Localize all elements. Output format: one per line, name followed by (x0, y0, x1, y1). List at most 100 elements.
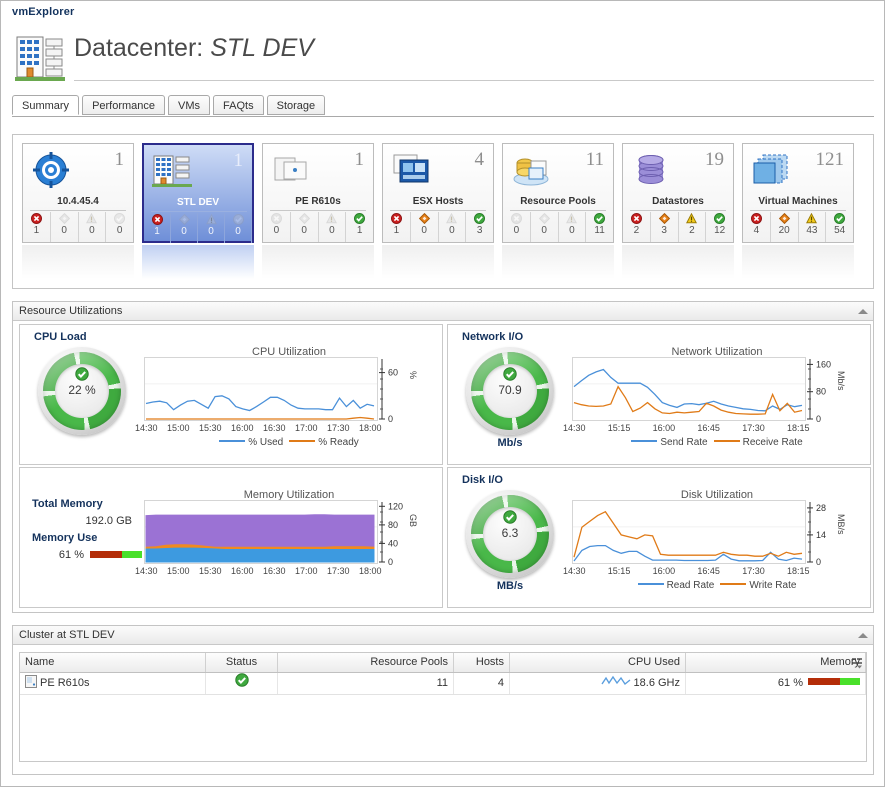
chart-legend: % Used % Ready (144, 437, 434, 448)
tab-bar: Summary Performance VMs FAQts Storage (12, 95, 874, 117)
column-header-memory[interactable]: Memory (686, 653, 866, 672)
status-count: 2 (633, 225, 640, 236)
column-header-hosts[interactable]: Hosts (454, 653, 510, 672)
status-cell-warning-triangle[interactable]: 0 (319, 212, 347, 242)
critical-icon (750, 213, 762, 224)
x-tick-label: 15:15 (607, 423, 631, 433)
status-cell-alert-diamond[interactable]: 0 (171, 213, 198, 243)
chart-title: Memory Utilization (243, 489, 335, 501)
svg-text:0: 0 (816, 557, 821, 567)
card-status-row: 1 0 0 0 (144, 213, 252, 243)
status-cell-warning-triangle[interactable]: 0 (198, 213, 225, 243)
chart-title: Network Utilization (671, 346, 763, 358)
column-header-status[interactable]: Status (206, 653, 278, 672)
status-count: 4 (753, 225, 760, 236)
svg-text:80: 80 (816, 387, 826, 397)
card-divider (270, 210, 366, 211)
card-reflection-item (742, 245, 854, 279)
critical-icon (510, 213, 522, 224)
status-cell-ok-check[interactable]: 11 (586, 212, 613, 242)
inventory-card-stl-dev[interactable]: 1 STL DEV 1 0 0 0 (142, 143, 254, 243)
status-cell-ok-check[interactable]: 1 (346, 212, 373, 242)
inventory-card-resource-pools[interactable]: 11 Resource Pools 0 0 0 11 (502, 143, 614, 243)
status-cell-warning-triangle[interactable]: 0 (439, 212, 467, 242)
status-cell-ok-check[interactable]: 0 (225, 213, 252, 243)
alert-diamond-icon (58, 212, 70, 225)
tab-summary[interactable]: Summary (12, 95, 80, 115)
status-cell-ok-check[interactable]: 3 (466, 212, 493, 242)
collapse-icon[interactable] (857, 306, 868, 317)
status-cell-critical[interactable]: 1 (23, 212, 51, 242)
status-cell-critical[interactable]: 0 (503, 212, 531, 242)
status-cell-ok-check[interactable]: 12 (706, 212, 733, 242)
alert-diamond-icon (178, 213, 190, 226)
x-tick-label: 17:30 (742, 423, 765, 433)
column-header-resource-pools[interactable]: Resource Pools (278, 653, 454, 672)
status-cell-warning-triangle[interactable]: 0 (559, 212, 587, 242)
x-tick-label: 17:30 (327, 566, 350, 576)
status-cell-ok-check[interactable]: 0 (106, 212, 133, 242)
total-memory-label: Total Memory (32, 498, 103, 510)
critical-icon (390, 213, 402, 224)
chart-plot: 0 14 28 (572, 500, 862, 623)
collapse-icon[interactable] (857, 630, 868, 641)
status-cell-alert-diamond[interactable]: 0 (291, 212, 319, 242)
table-cell: 4 (454, 673, 510, 694)
card-divider (750, 210, 846, 211)
status-cell-warning-triangle[interactable]: 0 (79, 212, 107, 242)
column-settings-icon[interactable] (851, 657, 863, 669)
cpu-load-panel: CPU Load 22 % CPU Utilization 0 60 14:30 15:… (19, 324, 443, 465)
card-reflection-item (382, 245, 494, 279)
page-title: Datacenter: STL DEV (74, 34, 314, 63)
card-label: STL DEV (176, 197, 220, 208)
tab-performance[interactable]: Performance (82, 95, 166, 115)
column-header-name[interactable]: Name (20, 653, 206, 672)
status-cell-critical[interactable]: 0 (263, 212, 291, 242)
tab-label: VMs (178, 100, 201, 112)
status-cell-alert-diamond[interactable]: 0 (411, 212, 439, 242)
table-cell: 61 % (686, 673, 866, 694)
tab-faqts[interactable]: FAQts (213, 95, 264, 115)
status-cell-critical[interactable]: 1 (144, 213, 171, 243)
status-cell-alert-diamond[interactable]: 0 (531, 212, 559, 242)
memory-use-bar (90, 551, 142, 558)
status-cell-warning-triangle[interactable]: 2 (679, 212, 707, 242)
card-top: 121 (743, 144, 853, 199)
resource-utilizations-header: Resource Utilizations (13, 302, 873, 321)
inventory-card-virtual-machines[interactable]: 121 Virtual Machines 4 20 43 54 (742, 143, 854, 243)
ok-check-icon (232, 214, 244, 225)
inventory-card-datastores[interactable]: 19 Datastores 2 3 2 12 (622, 143, 734, 243)
chart-title: Disk Utilization (680, 489, 754, 501)
column-header-cpu-used[interactable]: CPU Used (510, 653, 686, 672)
tab-storage[interactable]: Storage (266, 95, 326, 115)
cpu-sparkline (600, 675, 634, 689)
inventory-card-esx-hosts[interactable]: 4 ESX Hosts 1 0 0 3 (382, 143, 494, 243)
status-cell-alert-diamond[interactable]: 0 (51, 212, 79, 242)
status-cell-alert-diamond[interactable]: 20 (771, 212, 799, 242)
inventory-card-10-4-45-4[interactable]: 1 10.4.45.4 1 0 0 0 (22, 143, 134, 243)
status-cell-warning-triangle[interactable]: 43 (799, 212, 827, 242)
tab-vms[interactable]: VMs (168, 95, 211, 115)
alert-diamond-icon (658, 212, 670, 225)
card-status-row: 1 0 0 3 (383, 212, 493, 242)
status-cell-ok-check[interactable]: 54 (826, 212, 853, 242)
status-count: 0 (208, 226, 214, 237)
card-label: Virtual Machines (758, 196, 838, 207)
card-status-row: 2 3 2 12 (623, 212, 733, 242)
chart-legend: Send Rate Receive Rate (572, 437, 862, 448)
inventory-card-row: 1 10.4.45.4 1 0 0 0 1 STL DEV 1 0 0 0 1 PE R610s 0 0 0 1 4… (22, 143, 862, 283)
status-cell-critical[interactable]: 4 (743, 212, 771, 242)
x-tick-label: 18:00 (359, 566, 382, 576)
disk-utilization-chart: Disk Utilization 0 14 28 14:30 15:15 16:00 16:4… (563, 484, 862, 604)
status-cell-critical[interactable]: 1 (383, 212, 411, 242)
card-reflection-item (262, 245, 374, 279)
table-row[interactable]: PE R610s 11 4 18.6 GHz 61 % (20, 673, 866, 695)
x-tick-label: 15:30 (199, 423, 222, 433)
tab-label: FAQts (223, 100, 254, 112)
status-cell-alert-diamond[interactable]: 3 (651, 212, 679, 242)
disk-io-value: 6.3 (501, 526, 519, 540)
status-cell-critical[interactable]: 2 (623, 212, 651, 242)
inventory-card-pe-r610s[interactable]: 1 PE R610s 0 0 0 1 (262, 143, 374, 243)
resource-pool-icon (511, 150, 551, 190)
